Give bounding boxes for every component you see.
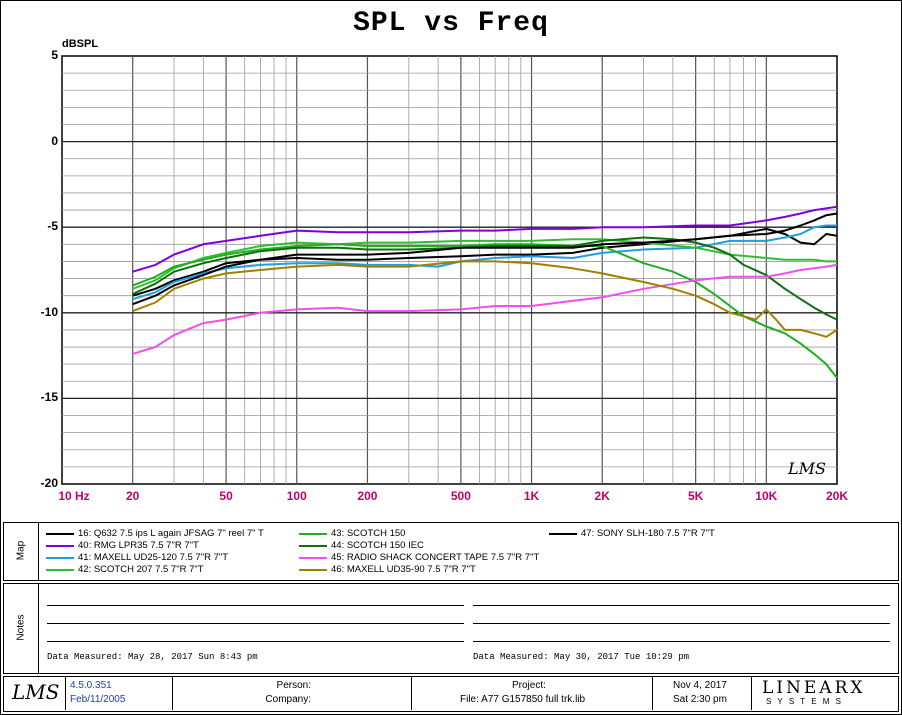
footer-version-cell: 4.5.0.351 Feb/11/2005: [66, 676, 173, 710]
legend-item: 41: MAXELL UD25-120 7.5 7"R 7"T: [46, 552, 228, 563]
lms-logo: LMS: [12, 680, 60, 704]
y-tick-label: 5: [51, 48, 58, 62]
footer-project-cell: Project: File: A77 G157850 full trk.lib: [412, 676, 653, 710]
notes-date-right: Data Measured: May 30, 2017 Tue 10:29 pm: [473, 652, 690, 662]
x-tick-label: 20K: [825, 489, 849, 503]
y-axis-unit-label: dBSPL: [62, 38, 99, 50]
legend-item: 47: SONY SLH-180 7.5 7"R 7"T: [549, 528, 715, 539]
linearx-subtitle: S Y S T E M S: [766, 697, 843, 706]
y-tick-label: -15: [40, 390, 58, 405]
y-tick-label: -10: [40, 304, 58, 319]
note-line: [47, 623, 464, 624]
y-tick-label: -5: [47, 219, 58, 234]
series-line: [132, 224, 837, 301]
series-line: [132, 260, 838, 338]
legend-item: 43: SCOTCH 150: [299, 528, 405, 539]
legend-swatch: [46, 544, 74, 547]
map-label-cell: Map: [4, 523, 39, 580]
x-tick-label: 5K: [687, 489, 704, 503]
x-tick-label: 1K: [523, 489, 540, 503]
note-line: [473, 641, 890, 642]
legend-swatch: [46, 532, 74, 535]
notes-date-left: Data Measured: May 28, 2017 Sun 8:43 pm: [47, 652, 258, 662]
y-tick-label: 0: [51, 133, 58, 148]
x-tick-label: 10K: [755, 489, 778, 503]
legend-label: 46: MAXELL UD35-90 7.5 7"R 7"T: [331, 564, 476, 575]
legend-item: 44: SCOTCH 150 IEC: [299, 540, 424, 551]
company-label: Company:: [265, 694, 311, 705]
lms-watermark: LMS: [787, 459, 826, 478]
chart-series: [132, 205, 838, 379]
legend-swatch: [299, 556, 327, 559]
notes-label: Notes: [15, 614, 27, 641]
legend-item: 46: MAXELL UD35-90 7.5 7"R 7"T: [299, 564, 476, 575]
legend-swatch: [46, 568, 74, 571]
version-date: Feb/11/2005: [70, 694, 126, 705]
legend-swatch: [299, 568, 327, 571]
footer-logo-cell: LMS: [4, 676, 66, 710]
version-number: 4.5.0.351: [70, 680, 112, 691]
legend-label: 44: SCOTCH 150 IEC: [331, 540, 424, 551]
notes-section: Notes Data Measured: May 28, 2017 Sun 8:…: [3, 583, 899, 674]
legend-label: 42: SCOTCH 207 7.5 7"R 7"T: [78, 564, 204, 575]
legend-item: 16: Q632 7.5 ips L again JFSAG 7" reel 7…: [46, 528, 264, 539]
footer-date-cell: Nov 4, 2017 Sat 2:30 pm: [653, 676, 752, 710]
footer-time: Sat 2:30 pm: [673, 694, 727, 705]
legend-item: 40: RMG LPR35 7.5 7"R 7"T: [46, 540, 199, 551]
legend-section: Map 16: Q632 7.5 ips L again JFSAG 7" re…: [3, 522, 899, 581]
legend-label: 45: RADIO SHACK CONCERT TAPE 7.5 7"R 7"T: [331, 552, 540, 563]
person-label: Person:: [276, 680, 311, 691]
y-tick-label: -20: [40, 476, 58, 490]
legend-item: 45: RADIO SHACK CONCERT TAPE 7.5 7"R 7"T: [299, 552, 539, 563]
legend-swatch: [46, 556, 74, 559]
legend-swatch: [299, 544, 327, 547]
spl-chart: LMS: [61, 55, 838, 485]
legend-swatch: [549, 532, 577, 535]
note-line: [47, 641, 464, 642]
legend-swatch: [299, 532, 327, 535]
x-tick-label: 50: [219, 489, 233, 503]
legend-item: 42: SCOTCH 207 7.5 7"R 7"T: [46, 564, 204, 575]
x-tick-label: 2K: [594, 489, 610, 503]
series-line: [132, 205, 838, 273]
legend-label: 47: SONY SLH-180 7.5 7"R 7"T: [581, 528, 715, 539]
x-tick-label: 200: [357, 489, 378, 503]
legend-label: 16: Q632 7.5 ips L again JFSAG 7" reel 7…: [78, 528, 264, 539]
linearx-logo: LINEARX: [762, 678, 866, 698]
x-tick-label: 20: [125, 489, 140, 503]
x-tick-label: 100: [286, 489, 307, 503]
legend-label: 43: SCOTCH 150: [331, 528, 406, 539]
footer-bar: [3, 676, 899, 712]
note-line: [47, 605, 464, 606]
footer-date: Nov 4, 2017: [673, 680, 727, 691]
note-line: [473, 623, 890, 624]
x-tick-label: 500: [450, 489, 471, 503]
series-line: [132, 263, 838, 355]
footer-brand-cell: LINEARX S Y S T E M S: [752, 676, 896, 710]
legend-label: 40: RMG LPR35 7.5 7"R 7"T: [78, 540, 199, 551]
plot-area: [61, 55, 838, 485]
x-tick-label: 10 Hz: [58, 489, 90, 503]
project-label: Project:: [512, 680, 546, 691]
footer-person-cell: Person: Company:: [173, 676, 412, 710]
series-line: [132, 238, 837, 290]
series-line: [132, 236, 838, 321]
map-label: Map: [15, 540, 27, 561]
series-line: [132, 212, 838, 306]
notes-label-cell: Notes: [4, 584, 39, 673]
file-label: File: A77 G157850 full trk.lib: [460, 694, 586, 705]
note-line: [473, 605, 890, 606]
series-line: [132, 227, 838, 297]
legend-label: 41: MAXELL UD25-120 7.5 7"R 7"T: [78, 552, 229, 563]
chart-title: SPL vs Freq: [353, 8, 549, 39]
